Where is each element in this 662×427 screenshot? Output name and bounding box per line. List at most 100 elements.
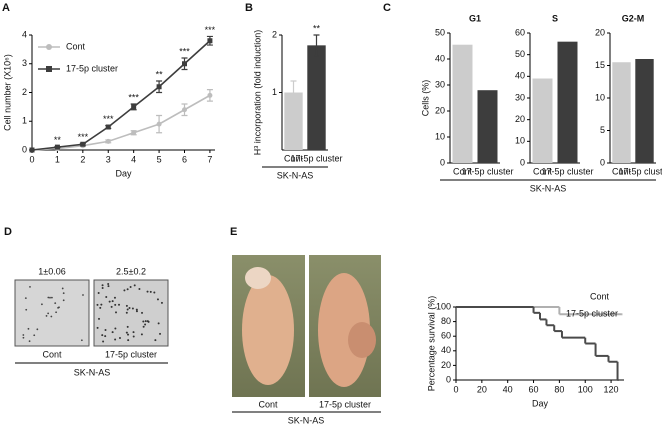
x-tick-label: 3	[106, 154, 111, 164]
colony	[111, 300, 114, 303]
y-axis-label: H³ incorporation (fold induction)	[252, 30, 262, 156]
chart-title: S	[552, 13, 558, 23]
colony	[62, 299, 65, 302]
bar	[635, 59, 654, 163]
y-axis-label: Percentage survival (%)	[426, 296, 436, 392]
colony	[135, 308, 138, 311]
panel-letter: E	[230, 226, 237, 238]
y-tick-label: 15	[595, 60, 605, 70]
colony	[101, 334, 104, 337]
x-tick-label: 0	[453, 384, 458, 394]
colony	[113, 296, 116, 299]
colony	[102, 340, 105, 343]
colony	[98, 317, 101, 320]
colony	[105, 295, 108, 298]
series-label: 17-5p cluster	[566, 308, 618, 318]
annotation: ***	[128, 92, 139, 102]
y-tick-label: 20	[435, 105, 445, 115]
panel-letter: D	[4, 226, 12, 238]
colony	[141, 311, 144, 314]
colony	[132, 331, 135, 334]
y-tick-label: 0	[440, 157, 445, 167]
chart-title: G2-M	[622, 13, 645, 23]
group-label: SK-N-AS	[277, 170, 314, 180]
image-label: 17-5p cluster	[319, 399, 371, 409]
y-tick-label: 30	[435, 79, 445, 89]
colony	[146, 320, 149, 323]
chart-title: G1	[469, 13, 481, 23]
x-tick-label: 20	[477, 384, 487, 394]
marker	[105, 124, 111, 130]
colony	[22, 334, 25, 336]
colony	[101, 286, 104, 289]
mouse	[318, 273, 370, 387]
colony	[101, 284, 104, 287]
y-tick-label: 0	[22, 144, 27, 154]
colony	[29, 286, 31, 288]
x-axis-label: Day	[532, 398, 549, 408]
colony	[146, 290, 149, 293]
panel-letter: C	[383, 2, 391, 14]
y-axis-label: Cell number (X10⁶)	[2, 54, 12, 131]
colony	[100, 303, 103, 306]
mouse	[242, 275, 294, 385]
group-label: SK-N-AS	[530, 183, 567, 193]
y-tick-label: 80	[441, 316, 451, 326]
bar	[557, 41, 578, 163]
colony	[142, 325, 145, 328]
x-tick-label: Cont	[284, 153, 304, 163]
y-tick-label: 2	[272, 29, 277, 39]
marker	[80, 141, 86, 147]
colony	[156, 298, 159, 301]
legend-label: Cont	[66, 41, 86, 51]
x-tick-label: 2	[80, 154, 85, 164]
marker	[105, 138, 111, 144]
x-tick-label: 7	[207, 154, 212, 164]
marker	[207, 92, 213, 98]
y-tick-label: 4	[22, 29, 27, 39]
colony	[140, 333, 143, 336]
colony	[47, 296, 50, 299]
y-tick-label: 10	[595, 92, 605, 102]
y-tick-label: 2	[22, 87, 27, 97]
colony	[61, 287, 64, 290]
x-tick-label: Cont	[612, 166, 632, 176]
y-tick-label: 1	[272, 87, 277, 97]
y-axis-label: Cells (%)	[420, 80, 430, 117]
y-tick-label: 40	[515, 71, 525, 81]
value-label: 1±0.06	[38, 266, 65, 276]
colony	[127, 339, 130, 342]
series-label: Cont	[590, 291, 610, 301]
tumor	[348, 322, 376, 358]
y-tick-label: 1	[22, 116, 27, 126]
bar	[284, 92, 303, 150]
x-tick-label: Cont	[453, 166, 473, 176]
y-tick-label: 20	[441, 360, 451, 370]
colony	[27, 327, 30, 330]
y-tick-label: 0	[600, 157, 605, 167]
colony	[115, 311, 118, 314]
colony	[129, 286, 132, 289]
x-tick-label: Cont	[533, 166, 553, 176]
legend-marker	[46, 44, 52, 50]
colony	[99, 306, 102, 309]
marker	[182, 107, 187, 113]
colony	[126, 288, 129, 291]
colony	[154, 339, 157, 342]
colony	[114, 327, 117, 330]
y-tick-label: 20	[595, 27, 605, 37]
bar	[477, 90, 498, 163]
value-label: 2.5±0.2	[116, 266, 146, 276]
mouse-ear	[245, 267, 271, 289]
colony	[54, 302, 57, 305]
x-tick-label: 60	[529, 384, 539, 394]
colony	[28, 340, 31, 343]
marker	[29, 147, 35, 153]
marker	[131, 130, 137, 136]
marker	[131, 104, 137, 110]
colony	[25, 308, 28, 311]
series-line	[31, 40, 211, 151]
colony	[96, 303, 99, 306]
x-tick-label: 17-5p cluster	[290, 153, 342, 163]
